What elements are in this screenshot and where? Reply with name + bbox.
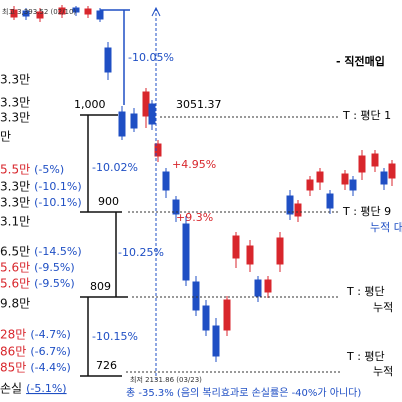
- row-pct: (-14.5%): [34, 245, 82, 258]
- guides: [80, 6, 340, 380]
- row-amount: 만: [0, 130, 11, 144]
- row-amount: 3.1만: [0, 215, 30, 229]
- row-amount: 85만: [0, 361, 26, 375]
- right-note: T : 평단 1: [342, 109, 391, 122]
- right-note: 누적: [373, 365, 393, 378]
- row-pct: (-9.5%): [34, 277, 75, 290]
- high-label: 최고 3,393.52 (02/10): [2, 7, 76, 16]
- row-amount: 3.3만: [0, 180, 30, 194]
- rise: +4.95%: [172, 158, 216, 171]
- row-amount: 28만: [0, 328, 26, 342]
- total: 총 -35.3% (음의 복리효과로 손실률은 -40%가 아니다): [126, 387, 361, 399]
- row-pct: (-10.1%): [34, 180, 82, 193]
- right-note: T : 평단: [346, 350, 385, 363]
- right-note: T : 평단: [346, 285, 385, 298]
- row-amount: 5.6만: [0, 261, 30, 275]
- first-drop: -10.05%: [128, 51, 174, 64]
- row-amount: 86만: [0, 345, 26, 359]
- row-amount: 손실: [0, 382, 22, 396]
- low-label: 최저 2131.86 (03/23): [130, 375, 202, 384]
- row-amount: 3.3만: [0, 111, 30, 125]
- level-price: 809: [90, 280, 111, 293]
- row-amount: 3.3만: [0, 196, 30, 210]
- right-note: 누적: [373, 301, 393, 314]
- row-amount: 5.5만: [0, 163, 30, 177]
- row-amount: 3.3만: [0, 96, 30, 110]
- candles: [10, 5, 396, 362]
- row-pct: (-9.5%): [34, 261, 75, 274]
- level-change: -10.25%: [118, 246, 164, 259]
- level-price: 1,000: [74, 98, 106, 111]
- row-pct: (-5%): [34, 163, 64, 176]
- level-price: 726: [96, 359, 117, 372]
- row-pct: (-10.1%): [34, 196, 82, 209]
- right-note: 누적 대: [370, 221, 402, 234]
- right-title: - 직전매입: [336, 54, 385, 68]
- row-amount: 5.6만: [0, 277, 30, 291]
- level-price: 900: [98, 195, 119, 208]
- right-note: T : 평단 9: [342, 205, 391, 218]
- level-change: -10.02%: [92, 161, 138, 174]
- row-pct: (-5.1%): [26, 382, 67, 395]
- price-mark: 3051.37: [176, 98, 222, 111]
- level-change: -10.15%: [92, 330, 138, 343]
- row-pct: (-6.7%): [30, 345, 71, 358]
- row-amount: 3.3만: [0, 73, 30, 87]
- rise: +9.3%: [176, 211, 213, 224]
- row-pct: (-4.7%): [30, 328, 71, 341]
- row-amount: 6.5만: [0, 245, 30, 259]
- row-pct: (-4.4%): [30, 361, 71, 374]
- row-amount: 9.8만: [0, 297, 30, 311]
